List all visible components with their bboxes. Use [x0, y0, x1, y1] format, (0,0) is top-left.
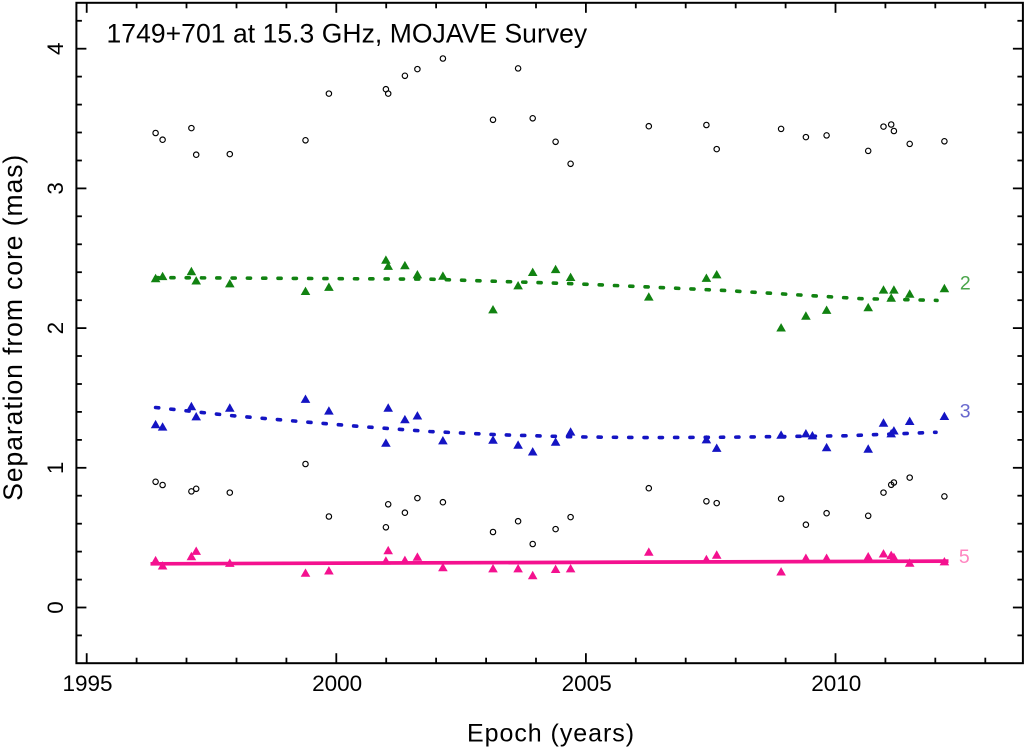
- svg-text:1: 1: [43, 462, 68, 475]
- svg-text:0: 0: [43, 601, 68, 614]
- svg-text:2005: 2005: [562, 671, 612, 696]
- svg-text:3: 3: [43, 182, 68, 195]
- svg-text:3: 3: [960, 401, 971, 423]
- svg-text:Separation from core (mas): Separation from core (mas): [0, 154, 28, 501]
- svg-text:1995: 1995: [62, 671, 112, 696]
- svg-text:2010: 2010: [811, 671, 861, 696]
- svg-text:2: 2: [43, 322, 68, 335]
- svg-text:Epoch (years): Epoch (years): [467, 719, 635, 747]
- svg-text:5: 5: [959, 546, 970, 568]
- svg-text:4: 4: [43, 42, 68, 55]
- svg-text:1749+701 at 15.3 GHz, MOJAVE S: 1749+701 at 15.3 GHz, MOJAVE Survey: [107, 18, 588, 48]
- svg-text:2000: 2000: [312, 671, 362, 696]
- svg-text:2: 2: [960, 273, 971, 295]
